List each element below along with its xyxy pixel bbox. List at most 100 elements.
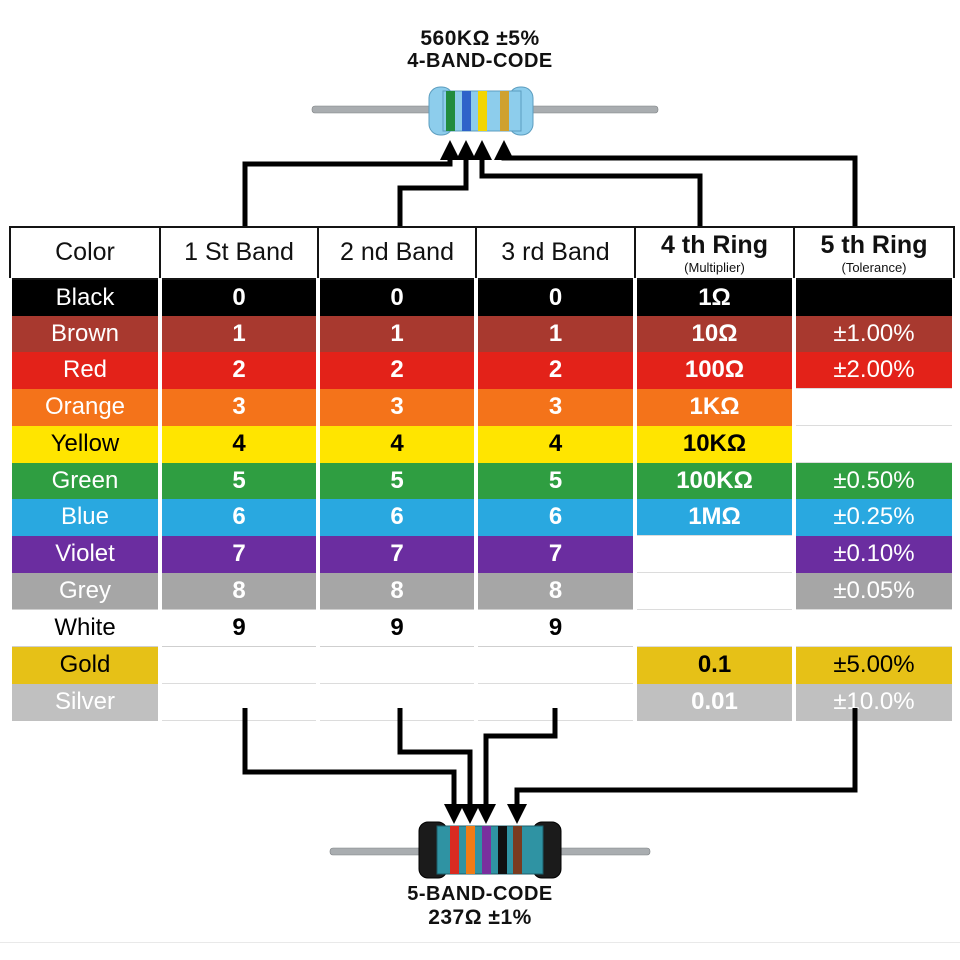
band3-value: 7 [474, 535, 637, 573]
band1-value: 3 [158, 388, 320, 426]
resistor-band-black [498, 826, 507, 874]
band3-value: 4 [474, 425, 637, 463]
band2-value: 8 [316, 572, 478, 610]
multiplier-value: 100KΩ [633, 462, 796, 499]
band3-value: 1 [474, 316, 637, 352]
column-header-label: 2 nd Band [340, 238, 454, 267]
tolerance-value: ±0.50% [792, 462, 956, 499]
band2-value: 9 [316, 609, 478, 647]
table-row-brown: Brown 1 1 1 10Ω ±1.00% [8, 316, 956, 352]
band1-value: 1 [158, 316, 320, 352]
color-name: Green [8, 462, 162, 499]
column-header-color: Color [9, 226, 161, 280]
resistor-color-code-table: Color 1 St Band 2 nd Band 3 rd Band 4 th Rin… [8, 226, 956, 721]
color-name: Red [8, 352, 162, 389]
color-name: White [8, 609, 162, 647]
multiplier-value: 1KΩ [633, 388, 796, 426]
band2-value: 0 [316, 279, 478, 316]
band3-value: 3 [474, 388, 637, 426]
tolerance-value: ±2.00% [792, 352, 956, 389]
band2-value [316, 646, 478, 684]
multiplier-value: 0.1 [633, 646, 796, 684]
tolerance-value: ±10.0% [792, 683, 956, 721]
band1-value: 6 [158, 499, 320, 536]
connector-line-tolerance [507, 708, 858, 824]
multiplier-value: 100Ω [633, 352, 796, 389]
resistor-band-brown [513, 826, 522, 874]
table-row-gold: Gold 0.1 ±5.00% [8, 646, 956, 684]
tolerance-value [792, 425, 956, 463]
bottom-divider [0, 942, 960, 943]
color-name: Gold [8, 646, 162, 684]
connector-line-band2 [397, 708, 480, 824]
column-header-label: 3 rd Band [501, 238, 610, 267]
resistor-band-violet [482, 826, 491, 874]
multiplier-value: 1Ω [633, 279, 796, 316]
bottom-connectors [242, 708, 858, 824]
multiplier-value [633, 609, 796, 647]
band3-value: 9 [474, 609, 637, 647]
band3-value: 2 [474, 352, 637, 389]
band2-value: 4 [316, 425, 478, 463]
tolerance-value [792, 279, 956, 316]
band1-value [158, 646, 320, 684]
color-name: Orange [8, 388, 162, 426]
color-name: Silver [8, 683, 162, 721]
connector-line-band2 [397, 140, 476, 226]
five-band-resistor-bands [450, 826, 522, 874]
connector-line-multiplier [472, 140, 703, 226]
band1-value: 4 [158, 425, 320, 463]
table-row-green: Green 5 5 5 100KΩ ±0.50% [8, 462, 956, 499]
multiplier-value: 10Ω [633, 316, 796, 352]
connector-line-tolerance [494, 140, 858, 226]
band2-value: 7 [316, 535, 478, 573]
band2-value: 6 [316, 499, 478, 536]
band3-value: 0 [474, 279, 637, 316]
column-header-5-th-ring: 5 th Ring (Tolerance) [793, 226, 955, 280]
band1-value [158, 683, 320, 721]
table-row-yellow: Yellow 4 4 4 10KΩ [8, 425, 956, 463]
column-header-label: 5 th Ring [820, 230, 928, 259]
table-row-white: White 9 9 9 [8, 609, 956, 647]
table-row-orange: Orange 3 3 3 1KΩ [8, 388, 956, 426]
band3-value: 5 [474, 462, 637, 499]
tolerance-value: ±5.00% [792, 646, 956, 684]
table-row-grey: Grey 8 8 8 ±0.05% [8, 572, 956, 610]
band1-value: 8 [158, 572, 320, 610]
tolerance-value: ±0.05% [792, 572, 956, 610]
column-header-1-st-band: 1 St Band [159, 226, 319, 280]
resistor-band-yellow [478, 91, 487, 131]
color-name: Yellow [8, 425, 162, 463]
band2-value: 1 [316, 316, 478, 352]
four-band-diagram [242, 86, 858, 226]
five-band-value-label: 237Ω ±1% [428, 906, 532, 929]
multiplier-value: 10KΩ [633, 425, 796, 463]
five-band-code-label: 5-BAND-CODE [407, 883, 553, 905]
tolerance-value: ±0.25% [792, 499, 956, 536]
table-body: Black 0 0 0 1Ω Brown 1 1 1 10Ω ±1.00% Red 2 2 2 100Ω ±2.… [8, 279, 956, 721]
table-row-red: Red 2 2 2 100Ω ±2.00% [8, 352, 956, 389]
connector-line-band3 [476, 708, 558, 824]
column-header-3-rd-band: 3 rd Band [475, 226, 636, 280]
tolerance-value [792, 609, 956, 647]
band3-value [474, 646, 637, 684]
five-band-diagram [242, 708, 858, 879]
multiplier-value: 0.01 [633, 683, 796, 721]
four-band-code-label: 4-BAND-CODE [407, 50, 553, 72]
color-name: Black [8, 279, 162, 316]
band2-value: 3 [316, 388, 478, 426]
band1-value: 9 [158, 609, 320, 647]
resistor-band-gold [500, 91, 509, 131]
color-name: Violet [8, 535, 162, 573]
multiplier-value [633, 535, 796, 573]
tolerance-value [792, 388, 956, 426]
four-band-value-label: 560KΩ ±5% [420, 27, 540, 50]
column-header-label: 4 th Ring [661, 230, 768, 259]
band2-value: 5 [316, 462, 478, 499]
band2-value: 2 [316, 352, 478, 389]
table-row-black: Black 0 0 0 1Ω [8, 279, 956, 316]
band1-value: 7 [158, 535, 320, 573]
column-header-label: 1 St Band [184, 238, 294, 267]
band3-value: 8 [474, 572, 637, 610]
